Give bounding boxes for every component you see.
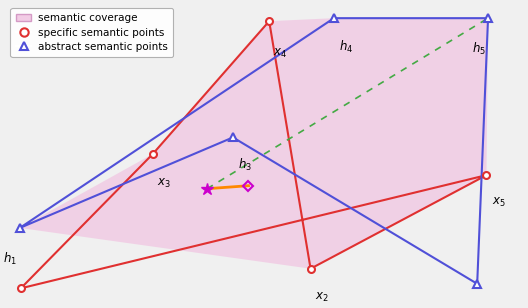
Text: $h_4$: $h_4$ (339, 39, 353, 55)
Legend: semantic coverage, specific semantic points, abstract semantic points: semantic coverage, specific semantic poi… (11, 8, 173, 57)
Text: $h_5$: $h_5$ (472, 41, 485, 57)
Polygon shape (20, 18, 488, 269)
Text: $h_2$: $h_2$ (482, 306, 495, 308)
Text: $x_3$: $x_3$ (157, 176, 171, 190)
Text: $h_1$: $h_1$ (3, 251, 17, 267)
Text: $x_5$: $x_5$ (492, 196, 505, 209)
Text: $x_4$: $x_4$ (274, 47, 287, 60)
Text: $h_3$: $h_3$ (238, 157, 252, 173)
Text: $x_2$: $x_2$ (315, 291, 328, 304)
